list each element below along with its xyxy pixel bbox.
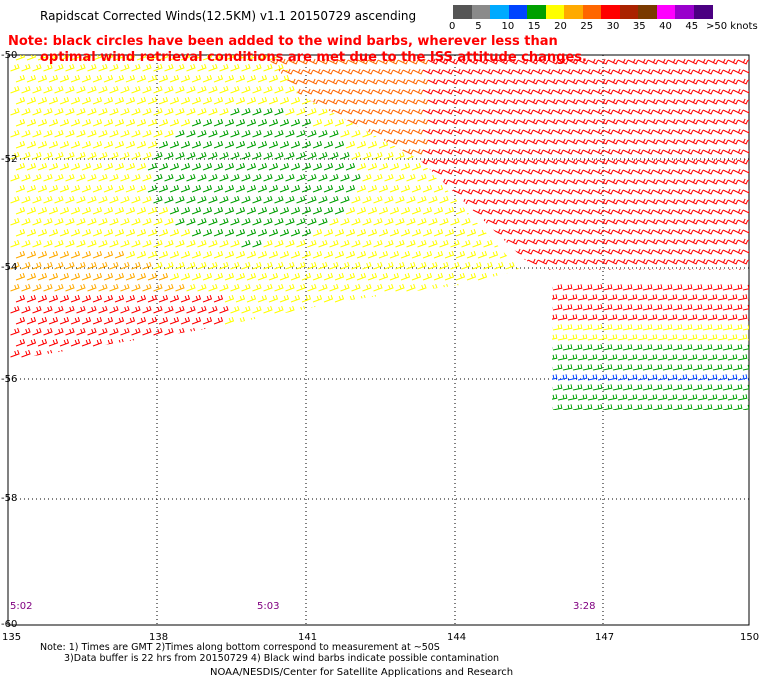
barb-layer-clip-east-low bbox=[552, 282, 749, 410]
footer-note-2: 3)Data buffer is 22 hrs from 20150729 4)… bbox=[64, 653, 500, 664]
barb-layer-clip-west bbox=[10, 55, 520, 360]
legend-label: 15 bbox=[527, 21, 541, 32]
footer-note-1: Note: 1) Times are GMT 2)Times along bot… bbox=[40, 642, 440, 653]
barb-group bbox=[10, 294, 229, 360]
barb-group bbox=[552, 324, 749, 341]
time-label-2: 5:03 bbox=[257, 601, 280, 612]
legend-swatch bbox=[508, 5, 528, 19]
legend-label: 35 bbox=[632, 21, 646, 32]
lon-label-141: 141 bbox=[298, 632, 318, 643]
lat-label-60: -60 bbox=[1, 619, 18, 630]
lon-label-144: 144 bbox=[447, 632, 467, 643]
lat-label-58: -58 bbox=[1, 493, 18, 504]
legend-swatch bbox=[545, 5, 565, 19]
legend-swatch bbox=[582, 5, 602, 19]
lon-label-150: 150 bbox=[740, 632, 760, 643]
lon-label-138: 138 bbox=[149, 632, 169, 643]
lon-gridlines bbox=[156, 55, 604, 625]
legend-swatch bbox=[693, 5, 713, 19]
map-title: Rapidscat Corrected Winds(12.5KM) v1.1 2… bbox=[40, 9, 417, 23]
legend-label: 20 bbox=[554, 21, 567, 32]
lat-label-54: -54 bbox=[1, 262, 18, 273]
note-line-1: Note: black circles have been added to t… bbox=[8, 34, 558, 49]
note-line-2: optimal wind retrieval conditions are me… bbox=[40, 50, 587, 65]
legend-label: 45 bbox=[685, 21, 699, 32]
legend-swatch bbox=[453, 5, 472, 19]
footer-credit: NOAA/NESDIS/Center for Satellite Applica… bbox=[210, 667, 514, 678]
barb-group bbox=[552, 344, 749, 410]
barb-group bbox=[265, 58, 749, 270]
lat-label-56: -56 bbox=[1, 374, 18, 385]
legend-swatch bbox=[527, 5, 546, 19]
legend-label: 40 bbox=[659, 21, 672, 32]
barb-group bbox=[10, 55, 520, 360]
legend-label: 25 bbox=[580, 21, 594, 32]
legend-unit-label: >50 knots bbox=[706, 21, 758, 32]
footer-notes: Note: 1) Times are GMT 2)Times along bot… bbox=[40, 642, 499, 664]
red-note: Note: black circles have been added to t… bbox=[8, 34, 587, 66]
legend-label: 30 bbox=[606, 21, 620, 32]
time-label-3: 3:28 bbox=[573, 601, 596, 612]
legend-swatch bbox=[638, 5, 657, 19]
time-label-1: 5:02 bbox=[10, 601, 33, 612]
legend-swatch bbox=[471, 5, 491, 19]
barb-group bbox=[265, 58, 429, 155]
legend-swatch bbox=[656, 5, 676, 19]
lat-label-52: -52 bbox=[1, 154, 18, 165]
legend-label: 5 bbox=[475, 21, 482, 32]
barb-layer-clip-east bbox=[265, 58, 749, 270]
legend-swatch bbox=[601, 5, 620, 19]
legend-label: 0 bbox=[449, 21, 456, 32]
wind-barbs bbox=[10, 55, 749, 410]
legend-swatch bbox=[564, 5, 583, 19]
barb-group bbox=[10, 250, 185, 292]
barb-group bbox=[147, 107, 361, 248]
legend-swatch bbox=[490, 5, 509, 19]
lat-label-50: -50 bbox=[1, 50, 18, 61]
barb-group bbox=[552, 374, 749, 381]
legend-label: 10 bbox=[501, 21, 515, 32]
lon-label-135: 135 bbox=[2, 632, 22, 643]
legend-swatch bbox=[675, 5, 694, 19]
legend-swatch bbox=[619, 5, 639, 19]
lon-label-147: 147 bbox=[595, 632, 615, 643]
